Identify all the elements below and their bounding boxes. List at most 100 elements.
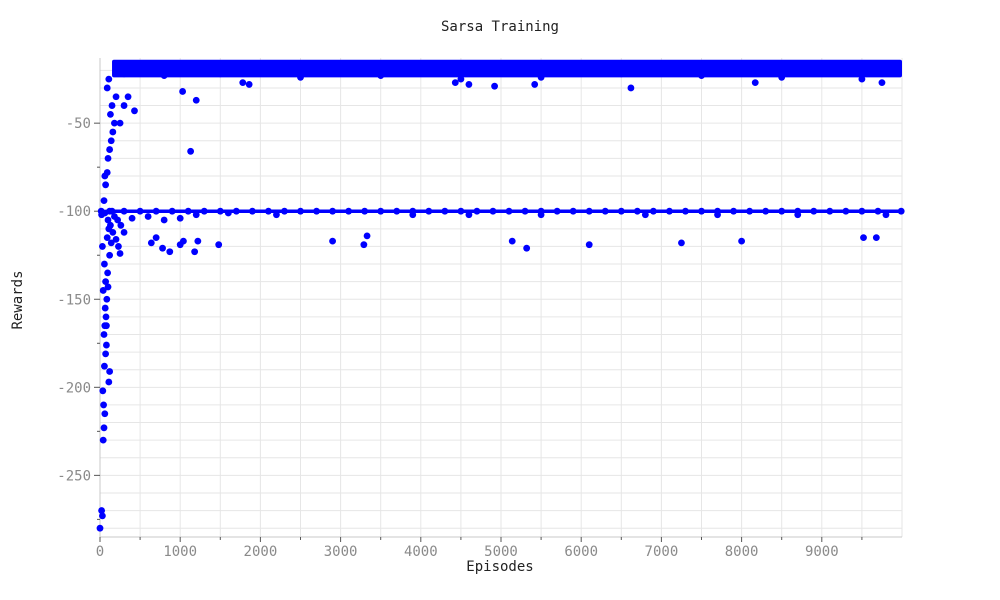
data-point [858,207,866,215]
data-point [265,63,272,71]
x-tick-label: 4000 [404,544,438,560]
data-point [746,63,754,71]
data-point [109,128,117,136]
data-point [232,63,240,71]
data-point [105,75,113,83]
data-point [96,524,104,532]
data-point [329,237,336,245]
data-point [585,207,593,215]
data-point [585,241,593,249]
data-point [360,241,368,249]
data-point [191,248,199,256]
data-point [159,244,166,252]
data-point [103,84,111,92]
x-axis-label: Episodes [466,559,533,575]
data-point [457,207,465,215]
data-point [858,75,866,83]
data-point [180,237,187,245]
data-point [103,295,111,303]
data-point [102,181,110,189]
data-point [489,63,497,71]
data-point [553,63,561,71]
data-point [794,211,802,219]
data-point [184,207,192,215]
data-point [104,269,112,277]
data-point [224,209,232,217]
data-point [106,207,114,215]
data-point [160,216,168,224]
dense-bands [104,59,902,213]
data-point [473,61,481,69]
data-point [101,304,109,312]
data-point [537,61,545,69]
x-tick-label: 0 [96,544,104,560]
data-point [104,283,112,291]
data-point [698,61,705,69]
data-point [714,63,721,71]
data-point [216,61,224,69]
data-point [103,169,111,176]
data-point [377,72,385,80]
data-point [313,61,320,69]
data-point [106,251,114,259]
data-point [107,221,114,229]
data-point [103,322,110,330]
data-point [778,207,786,215]
data-point [102,350,110,358]
data-point [120,70,128,78]
data-point [168,207,176,215]
y-tick-label: -200 [57,380,91,396]
data-point [714,211,721,219]
data-point [361,207,369,215]
data-point [762,207,770,215]
data-point [136,207,144,215]
data-point [192,211,200,219]
data-point [666,207,673,215]
data-point [698,207,705,215]
data-point [111,119,118,127]
data-point [617,63,625,71]
data-point [99,243,106,250]
data-point [100,331,108,338]
data-point [826,207,834,215]
data-point [102,313,110,321]
data-point [778,73,786,81]
x-tick-label: 8000 [725,544,759,560]
data-point [425,207,433,215]
data-point [451,79,459,87]
data-point [107,110,114,118]
data-point [897,207,905,215]
data-point [112,235,120,243]
data-point [393,207,401,215]
data-point [523,244,531,252]
data-point [730,207,737,215]
data-point [878,79,886,87]
data-point [120,228,128,236]
data-point [810,207,818,215]
data-point [778,63,786,71]
data-point [329,63,336,71]
data-points [96,61,905,532]
data-point [99,436,107,444]
data-point [882,211,890,219]
y-tick-label: -150 [57,292,91,308]
data-point [104,154,112,162]
data-point [97,207,105,215]
data-point [120,207,128,215]
data-point [441,207,449,215]
grid [99,58,903,537]
data-point [842,207,850,215]
data-point [762,61,770,69]
data-point [826,61,834,69]
data-point [107,239,115,247]
x-tick-label: 7000 [645,544,679,560]
data-point [200,65,208,72]
data-point [465,211,473,219]
data-point [120,102,128,109]
data-point [105,378,113,386]
y-tick-label: -50 [66,116,91,132]
data-point [746,207,754,215]
data-point [858,61,866,69]
data-point [248,207,256,215]
